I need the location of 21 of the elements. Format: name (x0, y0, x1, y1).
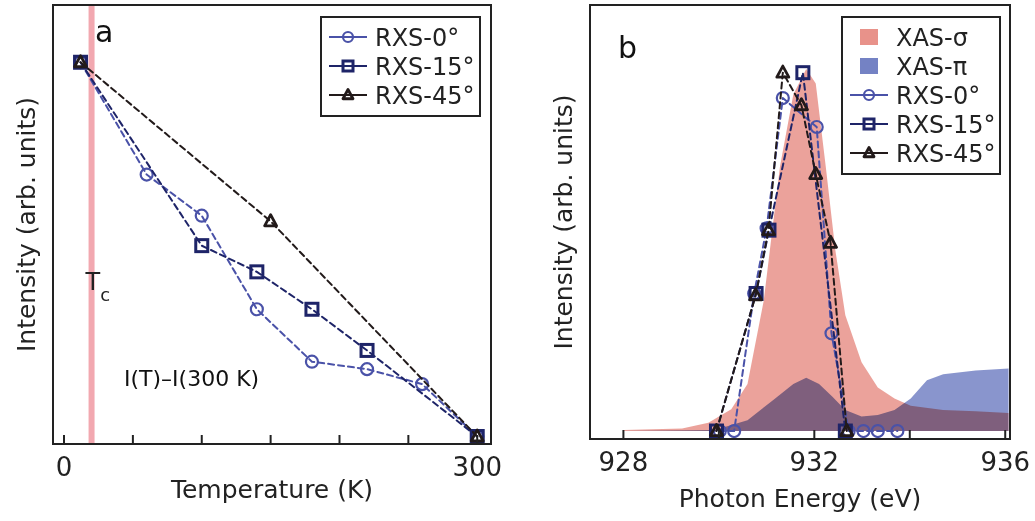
y-axis-title: Intensity (arb. units) (549, 94, 578, 350)
legend-label: RXS-45° (896, 140, 996, 168)
legend-label: RXS-0° (896, 82, 981, 110)
legend-label: RXS-15° (375, 53, 475, 81)
x-tick-label: 928 (598, 447, 649, 477)
text: b (618, 30, 638, 65)
legend-label: RXS-45° (375, 82, 475, 110)
y-axis-title: Intensity (arb. units) (12, 96, 41, 353)
legend-label: RXS-0° (375, 24, 460, 52)
legend-label: RXS-15° (896, 111, 996, 139)
x-tick-label: 300 (452, 452, 503, 482)
text: a (95, 14, 114, 49)
ref-line-label: T$_{c}$ (84, 268, 111, 305)
x-axis-title: Temperature (K) (169, 475, 374, 504)
legend-label: XAS-σ (896, 24, 968, 52)
x-tick-label: 936 (980, 447, 1031, 477)
x-tick-label: 932 (789, 447, 840, 477)
annotation: I(T)–I(300 K) (124, 366, 260, 391)
x-tick-label: 0 (55, 452, 73, 482)
x-axis-title: Photon Energy (eV) (678, 484, 922, 513)
legend-label: XAS-π (896, 53, 968, 81)
